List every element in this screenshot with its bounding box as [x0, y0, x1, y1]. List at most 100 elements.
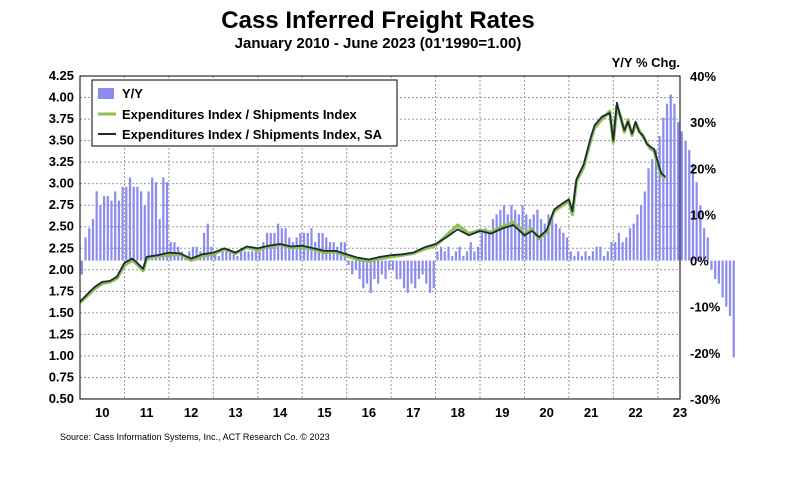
yoy-bar [454, 251, 458, 261]
yoy-bar [91, 219, 95, 261]
yoy-bar [217, 255, 220, 261]
yoy-bar [725, 260, 728, 307]
right-tick-label: -10% [690, 300, 721, 315]
yoy-bar [395, 260, 398, 280]
yoy-bar [228, 251, 232, 261]
yoy-bar [117, 200, 120, 261]
yoy-bar [517, 214, 520, 261]
yoy-bar [458, 246, 461, 261]
yoy-bar [469, 242, 472, 261]
yoy-bar [377, 260, 380, 284]
yoy-bar [432, 260, 435, 289]
yoy-bar [677, 122, 680, 261]
yoy-bar [373, 260, 376, 280]
yoy-bar [354, 260, 358, 270]
yoy-bar [669, 94, 672, 261]
yoy-bar [384, 260, 387, 280]
x-axis-ticks: 10 11 12 13 14 15 16 17 18 19 20 21 22 23 [95, 405, 687, 420]
right-tick-label: 30% [690, 115, 716, 130]
yoy-bar [151, 177, 154, 261]
x-tick-label: 13 [228, 405, 242, 420]
yoy-bar [110, 200, 113, 261]
chart-title: Cass Inferred Freight Rates [221, 7, 534, 34]
left-tick-label: 0.50 [49, 391, 74, 406]
yoy-bar [691, 163, 695, 261]
left-tick-label: 3.50 [49, 133, 74, 148]
yoy-bar [591, 251, 595, 261]
yoy-bar [195, 246, 198, 261]
x-tick-label: 14 [273, 405, 288, 420]
yoy-bar [510, 205, 513, 261]
yoy-bar [173, 242, 176, 261]
yoy-bar [651, 159, 654, 261]
yoy-bar [625, 237, 628, 261]
right-tick-label: 10% [690, 207, 716, 222]
legend-label-sa: Expenditures Index / Shipments Index, SA [122, 127, 383, 142]
yoy-bar [562, 232, 565, 261]
yoy-bar [525, 214, 528, 261]
yoy-bar [443, 251, 446, 261]
yoy-bar [80, 260, 83, 275]
left-tick-label: 1.75 [49, 283, 74, 298]
yoy-bar [499, 209, 502, 261]
yoy-bar [399, 260, 402, 280]
yoy-bar [584, 251, 587, 261]
x-tick-label: 15 [317, 405, 331, 420]
yoy-bar [658, 135, 661, 261]
x-tick-label: 23 [673, 405, 687, 420]
yoy-bar [569, 251, 572, 261]
yoy-bar [84, 237, 87, 261]
yoy-bar [154, 182, 158, 261]
yoy-bar [95, 191, 98, 261]
yoy-bar [340, 242, 343, 261]
right-axis-label: Y/Y % Chg. [612, 55, 680, 70]
left-tick-label: 4.25 [49, 68, 74, 83]
right-axis-ticks: 40% 30% 20% 10% 0% -10% -20% -30% [690, 69, 721, 407]
yoy-bar [325, 237, 328, 261]
yoy-bar [640, 205, 643, 261]
yoy-bar [502, 205, 506, 261]
plot-frame [79, 75, 681, 400]
yoy-bar [417, 260, 420, 280]
yoy-bar [551, 219, 554, 261]
yoy-bar [680, 131, 683, 261]
yoy-bar [465, 251, 469, 261]
yoy-bar [369, 260, 372, 293]
yoy-bar [662, 117, 665, 261]
yoy-bar [225, 251, 228, 261]
yoy-bar [610, 242, 613, 261]
index-lines [78, 101, 667, 304]
left-tick-label: 2.75 [49, 197, 74, 212]
yoy-bar [588, 255, 591, 261]
yoy-bar [425, 260, 428, 284]
yoy-bar [106, 195, 109, 261]
yoy-bar [721, 260, 724, 298]
yoy-bar [643, 191, 646, 261]
yoy-bar [317, 232, 320, 261]
yoy-bar [473, 251, 476, 261]
yoy-bar [232, 251, 235, 261]
yoy-bar [514, 209, 517, 261]
yoy-bar [99, 205, 102, 261]
yoy-bar [136, 186, 139, 261]
yoy-bar [647, 168, 650, 261]
yoy-bar [147, 191, 150, 261]
legend-swatch-yoy [98, 88, 114, 99]
yoy-bar [347, 260, 350, 266]
gridlines [80, 76, 680, 399]
yoy-bar [547, 214, 550, 261]
source-note: Source: Cass Information Systems, Inc., … [60, 432, 330, 442]
yoy-bar [491, 219, 495, 261]
yoy-bar [162, 177, 165, 261]
x-tick-label: 12 [184, 405, 198, 420]
yoy-bar [595, 246, 598, 261]
yoy-bar [128, 177, 132, 261]
x-tick-label: 10 [95, 405, 109, 420]
yoy-bar [243, 251, 246, 261]
yoy-bar [343, 242, 346, 261]
yoy-bar [602, 255, 606, 261]
yoy-bar [580, 255, 583, 261]
yoy-bar [214, 251, 217, 261]
left-tick-label: 2.00 [49, 262, 74, 277]
yoy-bar [462, 255, 465, 261]
